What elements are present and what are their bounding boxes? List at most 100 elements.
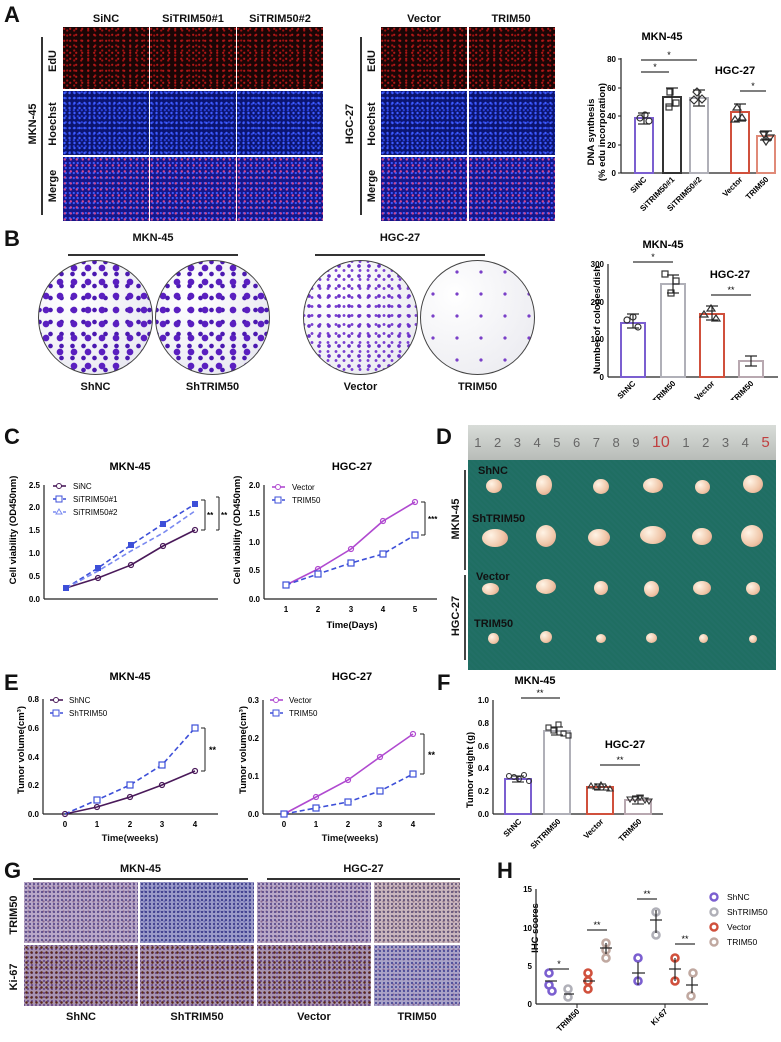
tumor (596, 634, 606, 643)
svg-text:2.0: 2.0 (29, 503, 41, 512)
ruler-mark: 3 (513, 435, 521, 450)
svg-text:5: 5 (528, 962, 533, 971)
svg-text:3: 3 (160, 820, 165, 829)
ruler-mark: 5 (553, 435, 561, 450)
ihc-trim50-trim50 (374, 882, 460, 943)
svg-text:0.0: 0.0 (478, 810, 490, 819)
ruler-mark: 1 (474, 435, 482, 450)
svg-text:Vector: Vector (292, 483, 315, 492)
svg-text:MKN-45: MKN-45 (110, 671, 151, 683)
group-line-hgc27-b (315, 254, 485, 256)
svg-text:**: ** (207, 511, 214, 520)
svg-text:4: 4 (381, 605, 386, 614)
merge-image-trim50 (469, 157, 555, 221)
chart-a-dna-synthesis: MKN-45 HGC-27 DNA synthesis (% edu incor… (586, 31, 776, 213)
svg-text:40: 40 (607, 112, 616, 121)
svg-text:MKN-45: MKN-45 (643, 239, 684, 251)
row-label-vector-d: Vector (476, 571, 510, 583)
svg-text:0.4: 0.4 (478, 764, 490, 773)
group-label-mkn45-g: MKN-45 (120, 863, 161, 875)
ihc-ki67-shnc (24, 945, 138, 1006)
hoechst-image-vector (381, 91, 467, 155)
svg-text:Time(Days): Time(Days) (326, 620, 377, 631)
hoechst-image-trim50 (469, 91, 555, 155)
edu-image-sitrim50-1 (150, 27, 236, 89)
svg-text:*: * (751, 81, 755, 91)
ruler-mark: 6 (573, 435, 581, 450)
svg-text:Cell viability (OD450nm): Cell viability (OD450nm) (8, 476, 19, 585)
svg-text:2: 2 (316, 605, 321, 614)
group-label-hgc27-g: HGC-27 (343, 863, 384, 875)
svg-text:60: 60 (607, 84, 616, 93)
svg-text:Vector: Vector (289, 696, 312, 705)
svg-text:80: 80 (607, 55, 616, 64)
svg-text:0.0: 0.0 (29, 595, 41, 604)
svg-text:MKN-45: MKN-45 (110, 461, 151, 473)
row-label-trim50-d: TRIM50 (474, 618, 514, 630)
ihc-trim50-shnc (24, 882, 138, 943)
colony-dish-vector (303, 260, 418, 375)
chart-f-tumor-weight: MKN-45 HGC-27 Tumor weight (g) 0.0 0.2 0.4… (465, 675, 663, 850)
group-label-hgc27-d: HGC-27 (450, 595, 462, 637)
svg-text:3: 3 (349, 605, 354, 614)
svg-text:0.1: 0.1 (248, 772, 260, 781)
tumor (536, 475, 552, 495)
tumor (540, 631, 552, 643)
svg-text:0: 0 (612, 169, 617, 178)
svg-text:Tumor weight (g): Tumor weight (g) (465, 732, 476, 808)
ruler-mark: 4 (533, 435, 541, 450)
chart-b-colonies: MKN-45 HGC-27 Number of colones/dish 0 10… (591, 239, 778, 400)
svg-text:*: * (653, 62, 657, 72)
chart-c-hgc27-viability: HGC-27 Cell viability (OD450nm) 0.0 0.5 1.… (232, 461, 438, 631)
svg-text:15: 15 (523, 885, 532, 894)
tumor (699, 634, 708, 643)
tumor (594, 581, 608, 595)
svg-text:1.0: 1.0 (29, 549, 41, 558)
tumor (536, 579, 556, 594)
svg-text:Vector: Vector (721, 175, 745, 199)
colony-dish-shnc (38, 260, 153, 375)
svg-text:ShTRIM50: ShTRIM50 (644, 379, 678, 400)
svg-text:2.5: 2.5 (29, 481, 41, 490)
group-label-mkn45-b: MKN-45 (132, 232, 174, 244)
tumor (536, 525, 556, 547)
edu-image-sinc (63, 27, 149, 89)
ihc-ki67-shtrim50 (140, 945, 254, 1006)
tumor (692, 528, 712, 545)
svg-text:ShTRIM50: ShTRIM50 (69, 709, 108, 718)
svg-text:10: 10 (523, 924, 532, 933)
dish-label-trim50: TRIM50 (457, 381, 498, 393)
merge-image-vector (381, 157, 467, 221)
svg-text:300: 300 (591, 260, 605, 269)
svg-text:HGC-27: HGC-27 (710, 269, 750, 281)
row-label-merge: Merge (47, 169, 59, 203)
dish-label-shtrim50: ShTRIM50 (185, 381, 240, 393)
tumor (482, 529, 508, 547)
group-line-hgc27 (360, 37, 362, 215)
group-line-mkn45 (41, 37, 43, 215)
svg-text:0.8: 0.8 (28, 695, 40, 704)
svg-text:20: 20 (607, 141, 616, 150)
col-label-trim50-g: TRIM50 (397, 1011, 437, 1023)
svg-text:0.3: 0.3 (248, 696, 260, 705)
panel-letter-a: A (4, 2, 20, 27)
svg-text:0.4: 0.4 (28, 753, 40, 762)
chart-e-hgc27-volume: HGC-27 Tumor volume(cm³) 0.0 0.1 0.2 0.3 0 1… (238, 671, 436, 829)
svg-text:Vector: Vector (582, 817, 606, 841)
colony-dish-trim50 (420, 260, 535, 375)
svg-text:TRIM50: TRIM50 (729, 379, 756, 400)
svg-text:0.2: 0.2 (248, 734, 260, 743)
svg-text:1.5: 1.5 (249, 509, 261, 518)
svg-text:**: ** (593, 920, 601, 930)
svg-text:ShTRIM50: ShTRIM50 (529, 817, 563, 850)
svg-text:**: ** (681, 934, 689, 944)
svg-text:HGC-27: HGC-27 (605, 739, 645, 751)
row-label-edu: EdU (47, 50, 59, 72)
edu-image-sitrim50-2 (237, 27, 323, 89)
ihc-ki67-vector (257, 945, 371, 1006)
ruler-mark: 5 (761, 434, 770, 451)
ruler-mark: 4 (741, 435, 749, 450)
svg-text:1: 1 (314, 820, 319, 829)
svg-text:Tumor volume(cm³): Tumor volume(cm³) (16, 706, 27, 794)
